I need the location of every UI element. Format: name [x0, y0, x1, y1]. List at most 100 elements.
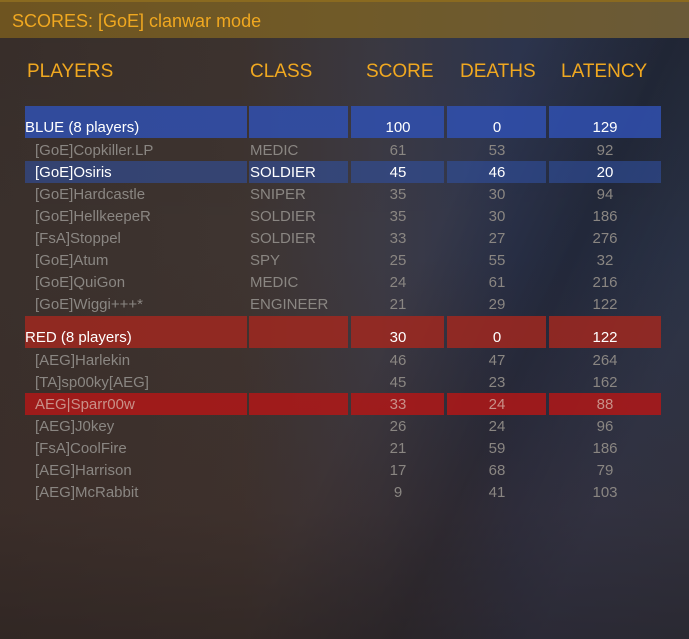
team-deaths: 0: [492, 119, 502, 136]
player-name: AEG|Sparr00w: [35, 396, 135, 413]
player-row[interactable]: [AEG]McRabbit 9 41 103: [25, 481, 661, 503]
player-row[interactable]: [GoE]Wiggi+++* ENGINEER 21 29 122: [25, 293, 661, 315]
player-score: 35: [389, 208, 407, 225]
player-deaths: 61: [488, 274, 506, 291]
player-row[interactable]: [GoE]QuiGon MEDIC 24 61 216: [25, 271, 661, 293]
player-class: SOLDIER: [250, 208, 316, 225]
player-row[interactable]: [GoE]Copkiller.LP MEDIC 61 53 92: [25, 139, 661, 161]
player-row[interactable]: [GoE]Osiris SOLDIER 45 46 20: [25, 161, 661, 183]
row-highlight-cell: [25, 161, 247, 183]
player-deaths: 41: [488, 484, 506, 501]
player-deaths: 68: [488, 462, 506, 479]
player-row[interactable]: [FsA]Stoppel SOLDIER 33 27 276: [25, 227, 661, 249]
row-highlight-cell: [25, 106, 247, 138]
player-class: SNIPER: [250, 186, 306, 203]
row-highlight-cell: [249, 393, 348, 415]
row-highlight-cell: [549, 316, 661, 348]
team-header-row: RED (8 players) 30 0 122: [25, 316, 661, 348]
team-deaths: 0: [492, 329, 502, 346]
player-latency: 96: [596, 418, 614, 435]
player-score: 33: [389, 396, 407, 413]
row-highlight-cell: [351, 106, 444, 138]
player-score: 24: [389, 274, 407, 291]
player-name: [GoE]Atum: [35, 252, 109, 269]
player-name: [TA]sp00ky[AEG]: [35, 374, 149, 391]
player-score: 35: [389, 186, 407, 203]
player-score: 17: [389, 462, 407, 479]
row-highlight-cell: [25, 316, 247, 348]
team-score: 100: [385, 119, 411, 136]
player-row[interactable]: [TA]sp00ky[AEG] 45 23 162: [25, 371, 661, 393]
row-highlight-cell: [447, 161, 546, 183]
player-deaths: 53: [488, 142, 506, 159]
player-row[interactable]: [GoE]Hardcastle SNIPER 35 30 94: [25, 183, 661, 205]
team-latency: 129: [592, 119, 618, 136]
team-header-row: BLUE (8 players) 100 0 129: [25, 106, 661, 138]
scoreboard-title: SCORES: [GoE] clanwar mode: [12, 11, 262, 31]
player-deaths: 29: [488, 296, 506, 313]
player-score: 46: [389, 352, 407, 369]
player-row[interactable]: [GoE]HellkeepeR SOLDIER 35 30 186: [25, 205, 661, 227]
player-latency: 162: [592, 374, 618, 391]
player-latency: 94: [596, 186, 614, 203]
player-row[interactable]: [AEG]J0key 26 24 96: [25, 415, 661, 437]
player-class: MEDIC: [250, 274, 299, 291]
player-name: [GoE]Wiggi+++*: [35, 296, 143, 313]
player-score: 33: [389, 230, 407, 247]
player-score: 21: [389, 440, 407, 457]
column-header-class: CLASS: [250, 61, 313, 82]
player-row[interactable]: [FsA]CoolFire 21 59 186: [25, 437, 661, 459]
player-deaths: 46: [488, 164, 506, 181]
player-deaths: 55: [488, 252, 506, 269]
player-name: [FsA]Stoppel: [35, 230, 121, 247]
player-latency: 20: [596, 164, 614, 181]
player-class: SPY: [250, 252, 281, 269]
row-highlight-cell: [249, 316, 348, 348]
player-deaths: 24: [488, 418, 506, 435]
player-name: [GoE]QuiGon: [35, 274, 126, 291]
row-highlight-cell: [447, 316, 546, 348]
column-header-deaths: DEATHS: [460, 61, 536, 82]
player-deaths: 23: [488, 374, 506, 391]
player-score: 45: [389, 164, 407, 181]
row-highlight-cell: [447, 393, 546, 415]
player-row[interactable]: [AEG]Harlekin 46 47 264: [25, 349, 661, 371]
team-name: BLUE (8 players): [25, 119, 140, 136]
player-latency: 79: [596, 462, 614, 479]
row-highlight-cell: [549, 161, 661, 183]
player-score: 21: [389, 296, 407, 313]
row-highlight-cell: [549, 393, 661, 415]
player-row[interactable]: AEG|Sparr00w 33 24 88: [25, 393, 661, 415]
player-score: 25: [389, 252, 407, 269]
player-name: [GoE]Copkiller.LP: [35, 142, 154, 159]
player-deaths: 30: [488, 186, 506, 203]
player-latency: 92: [596, 142, 614, 159]
row-highlight-cell: [351, 393, 444, 415]
player-name: [GoE]HellkeepeR: [35, 208, 151, 225]
player-latency: 122: [592, 296, 618, 313]
player-name: [AEG]Harlekin: [35, 352, 131, 369]
player-latency: 186: [592, 208, 618, 225]
player-name: [AEG]Harrison: [35, 462, 132, 479]
player-latency: 264: [592, 352, 618, 369]
player-row[interactable]: [AEG]Harrison 17 68 79: [25, 459, 661, 481]
player-class: MEDIC: [250, 142, 299, 159]
player-deaths: 30: [488, 208, 506, 225]
player-class: SOLDIER: [250, 164, 316, 181]
column-header-players: PLAYERS: [27, 61, 114, 82]
player-score: 61: [389, 142, 407, 159]
row-highlight-cell: [249, 161, 348, 183]
player-score: 26: [389, 418, 407, 435]
player-row[interactable]: [GoE]Atum SPY 25 55 32: [25, 249, 661, 271]
player-name: [AEG]J0key: [35, 418, 115, 435]
player-name: [AEG]McRabbit: [35, 484, 139, 501]
player-latency: 88: [596, 396, 614, 413]
player-deaths: 27: [488, 230, 506, 247]
player-name: [GoE]Hardcastle: [35, 186, 146, 203]
player-class: ENGINEER: [250, 296, 329, 313]
player-latency: 216: [592, 274, 618, 291]
row-highlight-cell: [25, 393, 247, 415]
player-score: 45: [389, 374, 407, 391]
row-highlight-cell: [351, 161, 444, 183]
player-name: [GoE]Osiris: [35, 164, 112, 181]
